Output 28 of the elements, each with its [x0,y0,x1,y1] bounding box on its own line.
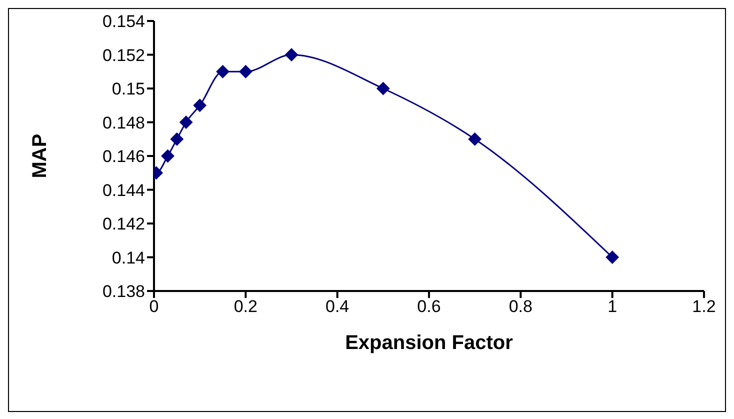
y-tick-label: 0.152 [102,46,145,65]
x-tick-label: 0.4 [326,297,350,316]
y-tick-label: 0.142 [102,214,145,234]
y-tick-label: 0.138 [102,282,145,302]
y-tick-label: 0.15 [112,80,145,99]
x-tick-label: 0 [149,297,159,316]
point [468,132,482,146]
x-tick-label: 0.2 [234,297,258,316]
point [161,150,174,162]
y-tick-label: 0.154 [102,12,145,32]
y-tick-label: 0.14 [112,248,145,268]
point [180,116,193,129]
x-tick-label: 0.8 [508,297,532,316]
x-tick-label: 1 [608,297,618,316]
y-tick-label: 0.148 [102,113,145,132]
y-tick-label: 0.144 [102,180,145,200]
point [285,48,298,62]
x-tick-label: 1.2 [692,297,716,316]
point [239,65,252,78]
point [170,132,184,146]
point [193,98,206,112]
y-axis-title: MAP [29,134,52,178]
x-tick-label: 0.6 [417,297,441,316]
point [376,82,390,95]
point [216,65,230,78]
y-tick-label: 0.146 [102,147,145,166]
x-axis-title: Expansion Factor [345,332,514,354]
point [606,250,619,264]
